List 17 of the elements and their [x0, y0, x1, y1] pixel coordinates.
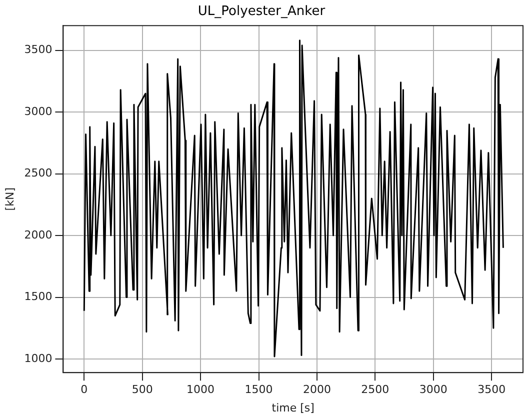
y-tick-label: 2000 — [24, 228, 52, 242]
x-tick-label: 3000 — [419, 383, 448, 396]
y-tick-label: 1500 — [24, 290, 52, 304]
y-tick-label: 3500 — [24, 43, 52, 56]
x-tick-label: 1500 — [244, 383, 273, 396]
x-tick-label: 3500 — [478, 383, 506, 396]
y-axis-title: [kN] — [3, 188, 16, 211]
y-tick-label: 1000 — [24, 352, 52, 365]
y-tick-label: 2500 — [24, 166, 52, 180]
x-tick-label: 500 — [132, 383, 153, 396]
x-tick-label: 0 — [80, 383, 88, 396]
y-tick-label: 3000 — [24, 104, 52, 118]
x-tick-label: 1000 — [186, 383, 215, 396]
x-axis-title: time [s] — [272, 401, 314, 414]
x-tick-label: 2000 — [302, 383, 331, 396]
chart-title: UL_Polyester_Anker — [198, 4, 326, 20]
x-tick-label: 2500 — [361, 383, 390, 396]
